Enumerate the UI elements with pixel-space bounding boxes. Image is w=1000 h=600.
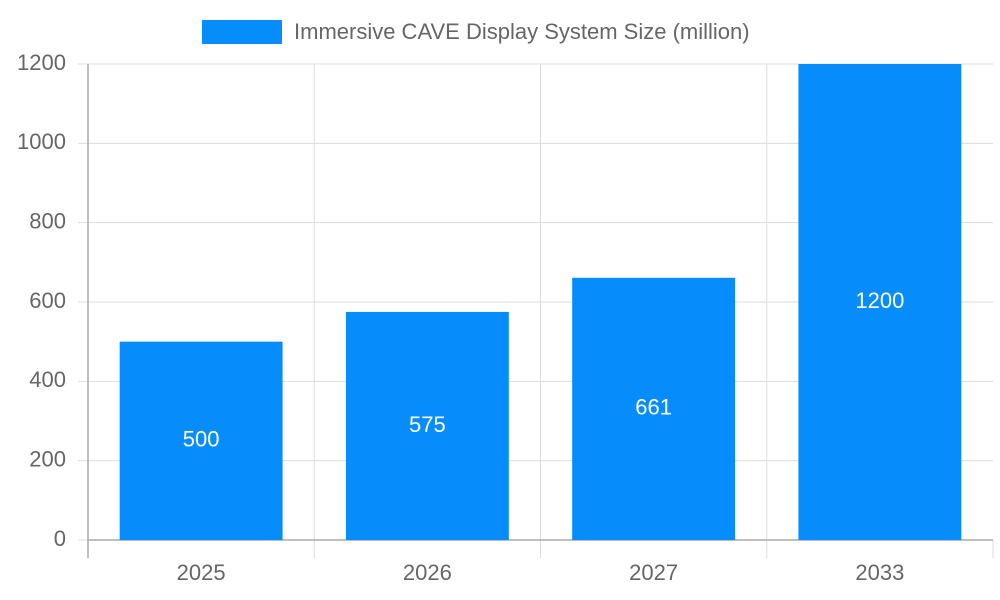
legend-label: Immersive CAVE Display System Size (mill…	[294, 19, 750, 44]
y-tick-label: 1000	[17, 129, 66, 154]
bar	[798, 64, 962, 540]
legend-swatch	[202, 20, 282, 44]
bar	[572, 277, 736, 540]
x-tick-label: 2026	[403, 560, 452, 585]
bar	[119, 341, 283, 540]
data-label: 575	[409, 412, 446, 437]
y-tick-label: 400	[29, 367, 66, 392]
y-tick-label: 1200	[17, 50, 66, 75]
data-label: 1200	[855, 288, 904, 313]
x-tick-label: 2025	[177, 560, 226, 585]
y-tick-label: 200	[29, 446, 66, 471]
y-tick-label: 800	[29, 208, 66, 233]
data-label: 500	[183, 427, 220, 452]
data-label: 661	[635, 395, 672, 420]
bar	[345, 311, 509, 540]
y-tick-label: 0	[54, 526, 66, 551]
x-tick-label: 2027	[629, 560, 678, 585]
y-tick-label: 600	[29, 288, 66, 313]
x-tick-label: 2033	[855, 560, 904, 585]
